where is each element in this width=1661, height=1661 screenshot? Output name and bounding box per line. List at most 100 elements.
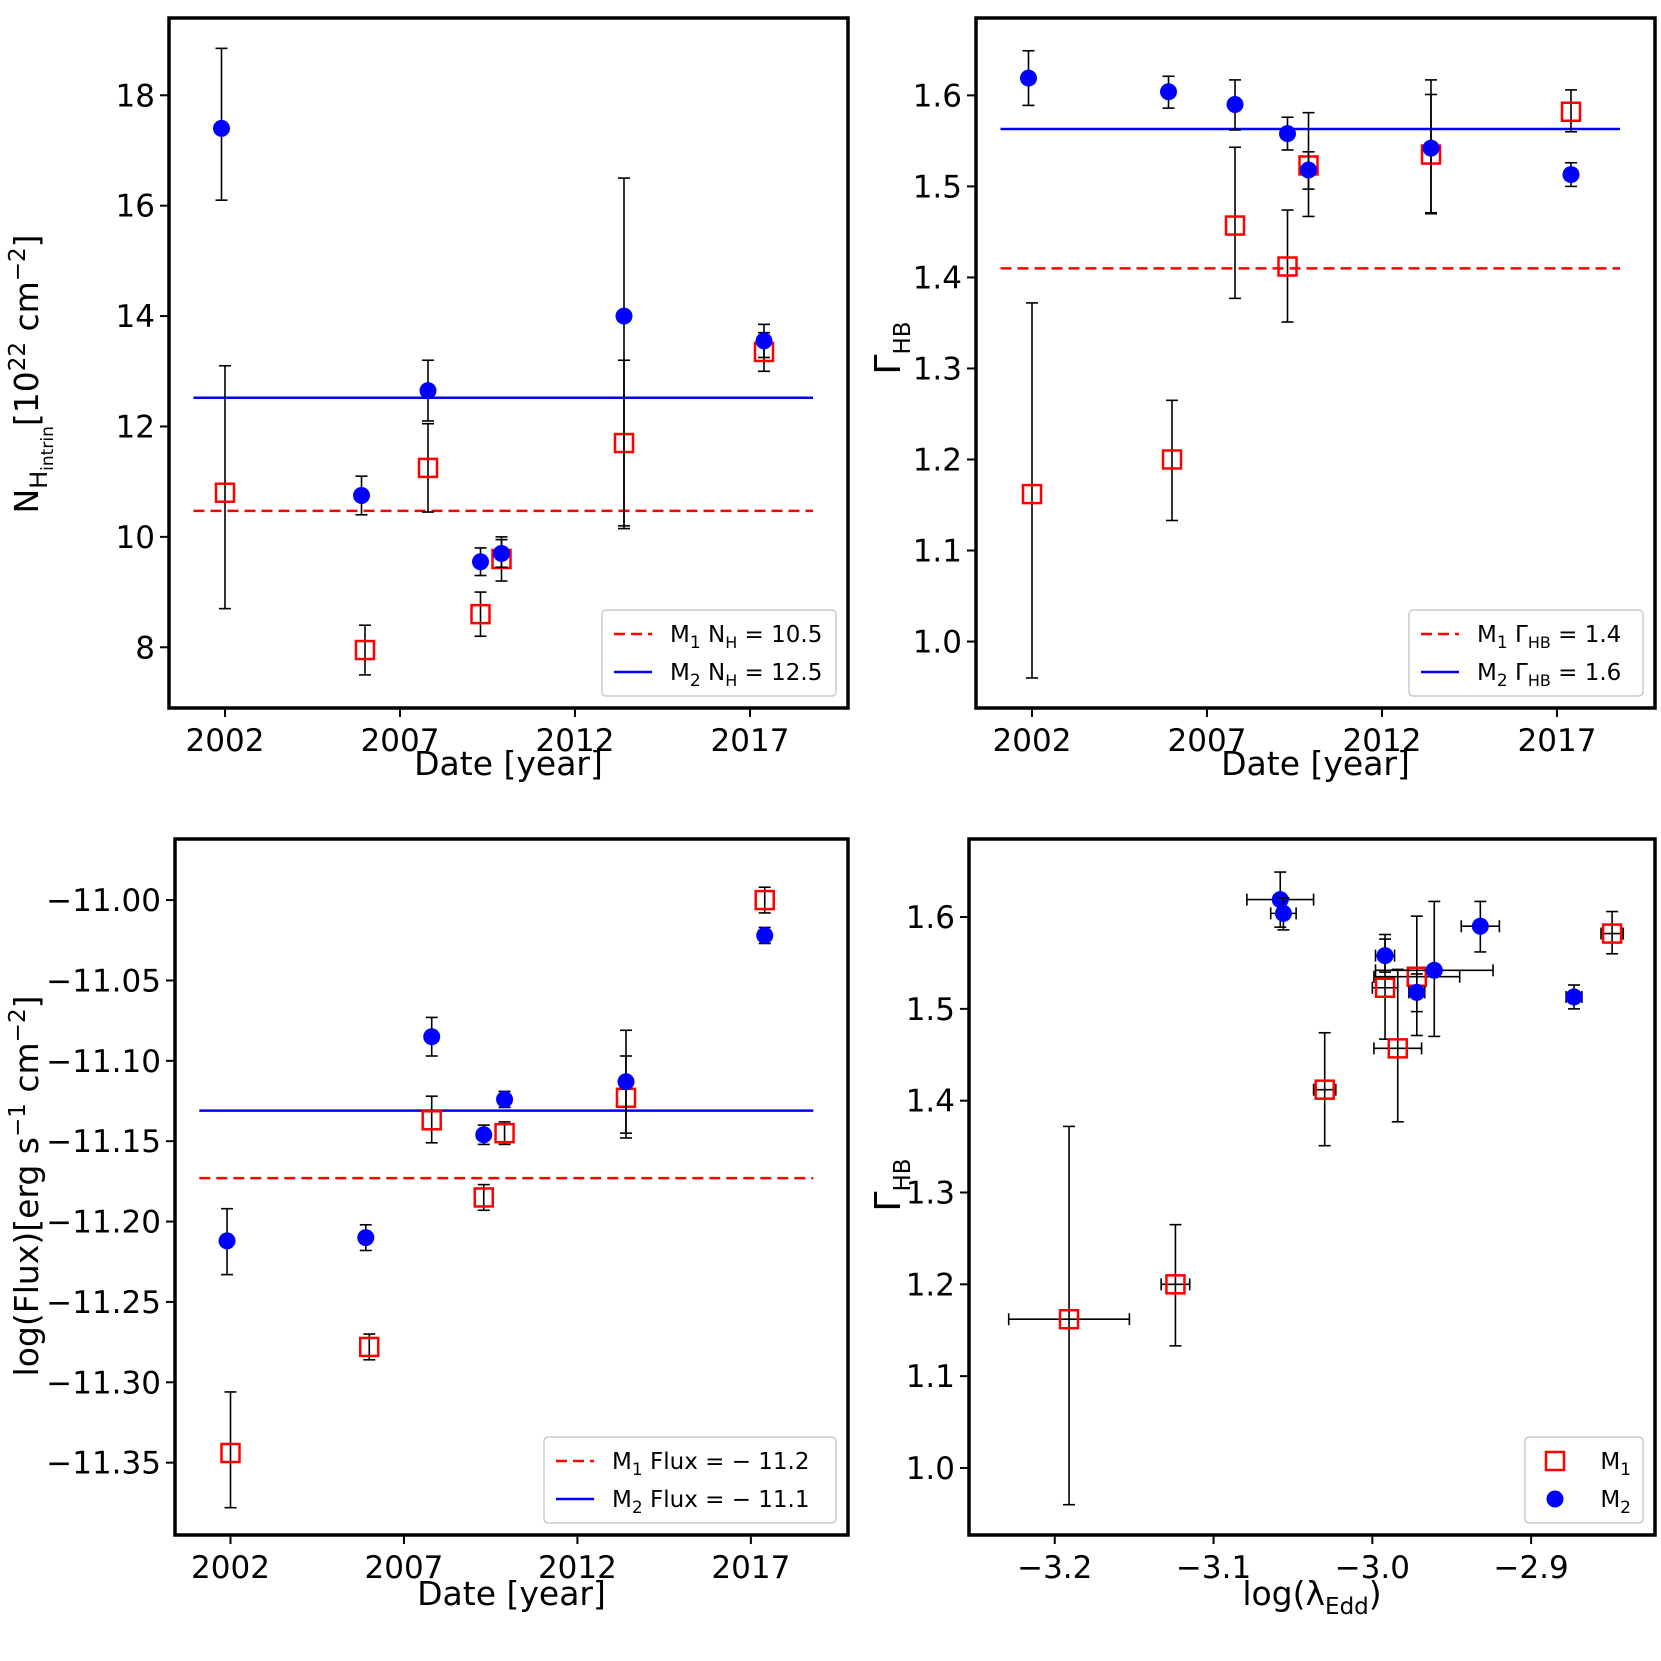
y-tick-label: 1.6 bbox=[913, 78, 962, 114]
y-label-exp2: −2 bbox=[5, 247, 31, 281]
legend-label-var: N bbox=[701, 660, 726, 686]
legend-label-sub: 2 bbox=[1497, 671, 1508, 691]
y-tick-label: 1.2 bbox=[913, 442, 962, 478]
y-label-post: ] bbox=[7, 996, 46, 1009]
m2-data-point bbox=[1160, 83, 1177, 101]
m2-data-point bbox=[1565, 988, 1583, 1006]
m2-data-point bbox=[1408, 983, 1426, 1001]
y-tick-label: −11.15 bbox=[46, 1124, 161, 1160]
m1-data-point bbox=[1165, 1274, 1186, 1295]
y-label-sub: HB bbox=[890, 321, 916, 354]
x-tick-label: 2007 bbox=[1168, 723, 1247, 759]
m1-data-point bbox=[359, 1336, 380, 1358]
legend-label-m: M bbox=[1477, 622, 1497, 648]
x-axis-label: log(λEdd) bbox=[1242, 1574, 1381, 1620]
x-tick-label: −3.0 bbox=[1335, 1550, 1410, 1586]
m2-data-point bbox=[218, 1232, 236, 1250]
m1-data-point bbox=[470, 603, 491, 625]
y-label-exp: −1 bbox=[5, 1103, 31, 1137]
legend-label-value: = − 11.1 bbox=[698, 1487, 810, 1513]
y-tick-label: 10 bbox=[116, 520, 155, 556]
legend-label-m: M bbox=[670, 660, 690, 686]
y-label-main: log(Flux)[erg s bbox=[7, 1137, 46, 1376]
plot-frame bbox=[173, 837, 850, 1537]
m1-data-point bbox=[220, 1442, 241, 1464]
y-tick-label: 1.3 bbox=[906, 1176, 955, 1212]
m1-data-point bbox=[1601, 923, 1623, 944]
y-label-unit-mid: cm bbox=[7, 281, 46, 342]
legend-label-sub: 2 bbox=[632, 1498, 643, 1518]
m2-data-point bbox=[1425, 961, 1443, 979]
legend-label-value: = 10.5 bbox=[737, 622, 822, 648]
y-label-main: N bbox=[7, 489, 46, 514]
legend-label-value: = 12.5 bbox=[737, 660, 822, 686]
legend-label-sub: 2 bbox=[690, 671, 701, 691]
y-tick-label: −11.10 bbox=[46, 1044, 161, 1080]
m2-data-point bbox=[1226, 95, 1244, 113]
m1-data-point bbox=[1387, 1038, 1408, 1059]
legend-label-value: = − 11.2 bbox=[698, 1449, 810, 1475]
y-tick-label: 1.6 bbox=[906, 900, 955, 936]
m1-data-point bbox=[494, 1122, 515, 1144]
x-tick-label: 2017 bbox=[711, 1550, 790, 1586]
x-axis-label: Date [year] bbox=[417, 1574, 606, 1613]
m2-data-point bbox=[1422, 139, 1440, 157]
m1-data-point bbox=[417, 457, 439, 479]
m2-data-point bbox=[1471, 917, 1489, 935]
m2-data-point bbox=[493, 544, 510, 562]
plot-frame bbox=[974, 16, 1657, 710]
plot-frame bbox=[167, 16, 850, 710]
x-tick-label: 2002 bbox=[191, 1550, 270, 1586]
y-tick-label: 1.0 bbox=[906, 1451, 955, 1487]
legend-label-var: Flux bbox=[643, 1449, 698, 1475]
legend-box bbox=[1408, 609, 1644, 697]
m1-data-point bbox=[1277, 256, 1298, 277]
m2-data-point bbox=[1376, 947, 1394, 965]
y-tick-label: 1.5 bbox=[913, 169, 962, 205]
legend-label-var: N bbox=[701, 622, 726, 648]
y-label-mid: cm bbox=[7, 1042, 46, 1103]
y-label-sub: HB bbox=[890, 1158, 916, 1191]
m2-data-point bbox=[475, 1126, 493, 1144]
m2-data-point bbox=[496, 1090, 514, 1108]
y-label-unit-post: ] bbox=[7, 234, 46, 247]
legend-label-m: M bbox=[1600, 1449, 1620, 1475]
m2-data-point bbox=[1274, 904, 1292, 922]
y-tick-label: 18 bbox=[116, 78, 155, 114]
y-tick-label: −11.05 bbox=[46, 963, 161, 999]
m1-data-point bbox=[354, 639, 376, 661]
m1-data-point bbox=[421, 1110, 442, 1131]
x-tick-label: 2012 bbox=[538, 1550, 617, 1586]
y-axis-label: log(Flux)[erg s−1 cm−2] bbox=[5, 996, 46, 1377]
legend-label-m: M bbox=[612, 1487, 632, 1513]
x-tick-label: 2012 bbox=[536, 723, 615, 759]
m1-data-point bbox=[754, 889, 775, 911]
y-label-subsub: intrin bbox=[38, 426, 58, 471]
legend-label-var: Γ bbox=[1508, 660, 1528, 686]
m1-data-point bbox=[1314, 1079, 1335, 1100]
x-tick-label: 2012 bbox=[1343, 723, 1422, 759]
y-tick-label: −11.00 bbox=[46, 883, 161, 919]
y-tick-label: 1.3 bbox=[913, 351, 962, 387]
x-tick-label: 2017 bbox=[1518, 723, 1597, 759]
x-tick-label: 2002 bbox=[186, 723, 265, 759]
x-axis-label: Date [year] bbox=[414, 744, 603, 783]
m2-data-point bbox=[617, 1073, 635, 1091]
legend-label-sub: 2 bbox=[1620, 1498, 1631, 1518]
m2-data-point bbox=[419, 382, 437, 400]
y-tick-label: −11.30 bbox=[46, 1365, 161, 1401]
m2-data-point bbox=[353, 486, 370, 504]
legend-label: M1 Flux = − 11.2 bbox=[612, 1449, 810, 1480]
legend-marker-square bbox=[1544, 1450, 1566, 1472]
m2-data-point bbox=[1300, 161, 1317, 179]
x-axis-label: Date [year] bbox=[1221, 744, 1410, 783]
legend: M1 ΓHB = 1.4M2 ΓHB = 1.6 bbox=[1408, 609, 1644, 697]
y-label-exp: 22 bbox=[5, 342, 31, 371]
y-tick-label: −11.25 bbox=[46, 1285, 161, 1321]
y-tick-label: 8 bbox=[135, 630, 155, 666]
m1-data-point bbox=[1374, 977, 1396, 998]
plot-frame bbox=[967, 837, 1657, 1537]
legend-label-var-sub: H bbox=[725, 671, 737, 690]
y-label-unit: [10 bbox=[7, 371, 46, 426]
